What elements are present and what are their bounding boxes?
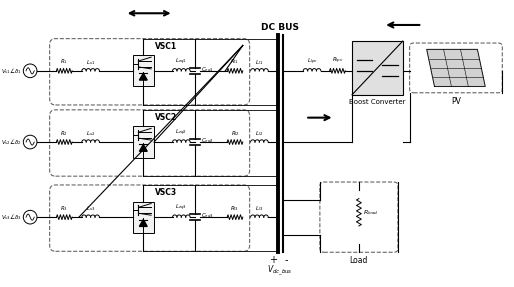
- Text: PV: PV: [451, 97, 461, 106]
- Bar: [352, 41, 403, 95]
- Text: $L_{s1}$: $L_{s1}$: [86, 58, 95, 67]
- Text: $L_{s3}$: $L_{s3}$: [86, 204, 95, 213]
- Text: +: +: [269, 255, 277, 265]
- Polygon shape: [427, 49, 485, 86]
- Text: $R_{lpv}$: $R_{lpv}$: [332, 56, 343, 66]
- Text: DC BUS: DC BUS: [261, 23, 299, 32]
- Text: $R_1$: $R_1$: [60, 57, 68, 66]
- Text: $V_{s1}\angle\delta_1$: $V_{s1}\angle\delta_1$: [1, 66, 22, 76]
- Text: VSC1: VSC1: [155, 42, 177, 51]
- Text: $R_{l2}$: $R_{l2}$: [230, 129, 240, 138]
- Text: $V_{s2}\angle\delta_2$: $V_{s2}\angle\delta_2$: [1, 137, 22, 147]
- Text: $L_{l1}$: $L_{l1}$: [255, 58, 264, 67]
- Text: Load: Load: [350, 256, 368, 265]
- Polygon shape: [139, 144, 147, 151]
- Text: Boost Converter: Boost Converter: [349, 99, 406, 105]
- Polygon shape: [139, 73, 147, 80]
- Text: $C_{eq3}$: $C_{eq3}$: [201, 212, 214, 222]
- Text: $L_{eq3}$: $L_{eq3}$: [175, 203, 187, 213]
- Bar: [133, 201, 154, 233]
- Text: $L_{eq1}$: $L_{eq1}$: [175, 57, 187, 67]
- Text: $L_{l2}$: $L_{l2}$: [255, 129, 264, 138]
- Bar: [133, 127, 154, 158]
- Text: $R_{l1}$: $R_{l1}$: [230, 57, 240, 66]
- Text: $L_{s2}$: $L_{s2}$: [86, 129, 95, 138]
- Text: VSC2: VSC2: [155, 113, 177, 122]
- Text: $R_{load}$: $R_{load}$: [363, 208, 379, 217]
- Bar: [133, 55, 154, 86]
- Text: -: -: [285, 255, 288, 265]
- Text: $R_{l3}$: $R_{l3}$: [230, 204, 240, 213]
- Text: $R_2$: $R_2$: [60, 129, 68, 138]
- Text: $V_{dc\_bus}$: $V_{dc\_bus}$: [267, 264, 292, 278]
- Polygon shape: [139, 220, 147, 226]
- Text: $L_{lpv}$: $L_{lpv}$: [307, 57, 318, 67]
- Text: $C_{eq1}$: $C_{eq1}$: [201, 66, 214, 76]
- Text: $C_{eq2}$: $C_{eq2}$: [201, 137, 214, 147]
- Text: $R_3$: $R_3$: [60, 204, 68, 213]
- Text: VSC3: VSC3: [155, 188, 177, 197]
- Text: $L_{l3}$: $L_{l3}$: [255, 204, 264, 213]
- Text: $V_{s3}\angle\delta_3$: $V_{s3}\angle\delta_3$: [1, 212, 22, 222]
- Text: $L_{eq2}$: $L_{eq2}$: [175, 128, 187, 138]
